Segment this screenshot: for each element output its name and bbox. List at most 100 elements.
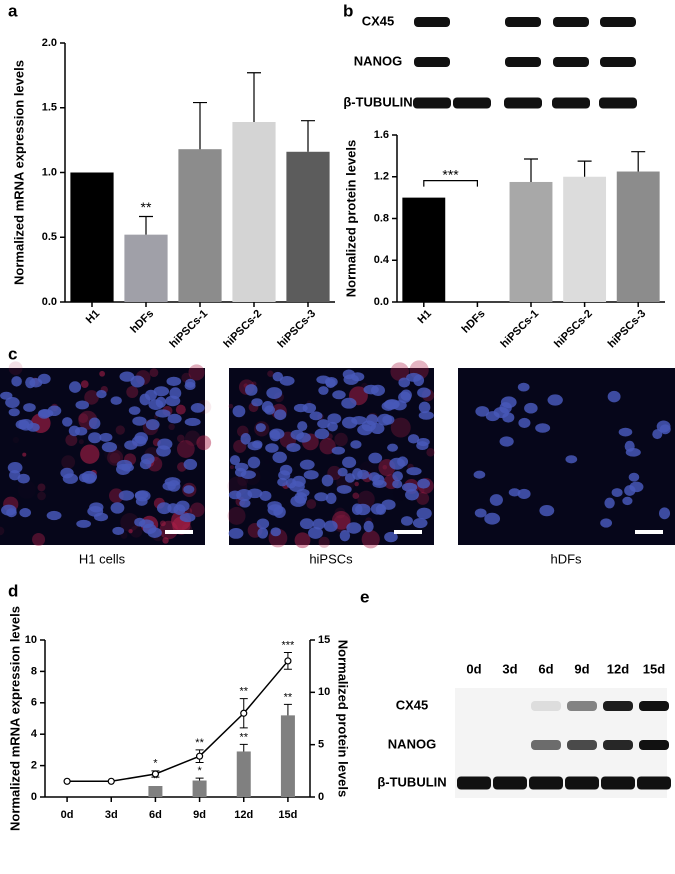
y-tick-label: 10 (25, 634, 37, 646)
nucleus (270, 527, 282, 537)
nucleus (88, 417, 101, 430)
nucleus (489, 494, 503, 506)
annotation: * (153, 758, 158, 770)
nucleus (350, 440, 362, 449)
nucleus (124, 440, 138, 450)
error-bar (239, 743, 248, 752)
stain (83, 422, 87, 426)
blot-band (493, 776, 527, 790)
nucleus (318, 386, 329, 395)
stain (80, 444, 100, 464)
nucleus (46, 510, 62, 521)
x-tick-label: 3d (105, 809, 118, 821)
stain (99, 370, 106, 377)
blot-band (567, 701, 597, 711)
y2-tick-label: 0 (318, 791, 324, 803)
nucleus (327, 413, 342, 424)
x-tick-label: 9d (193, 809, 206, 821)
bar (280, 715, 295, 797)
stain (130, 525, 143, 538)
nucleus (417, 387, 431, 398)
stain (168, 423, 175, 431)
nucleus (652, 429, 663, 440)
blot-band (603, 701, 633, 711)
nucleus (279, 464, 293, 476)
nucleus (317, 419, 330, 429)
stain (109, 452, 121, 464)
nucleus (417, 478, 430, 489)
panel-label: a (8, 1, 18, 20)
nucleus (502, 412, 515, 423)
blot-band (453, 97, 491, 109)
blot-band (529, 776, 563, 790)
stain (12, 436, 20, 444)
nucleus (76, 519, 92, 528)
y2-tick-label: 15 (318, 634, 330, 646)
nucleus (286, 443, 301, 452)
nucleus (624, 485, 636, 496)
nucleus (183, 485, 195, 494)
nucleus (500, 396, 517, 409)
annotation: ** (195, 737, 204, 749)
nucleus (377, 413, 393, 426)
stain (126, 385, 139, 398)
stain (361, 530, 380, 549)
x-tick-label: 6d (149, 809, 162, 821)
nucleus (183, 458, 198, 470)
nucleus (314, 492, 329, 502)
blot-column-label: 3d (502, 661, 517, 676)
nucleus (128, 406, 141, 415)
blot-band (413, 97, 451, 109)
nucleus (499, 436, 514, 447)
nucleus (145, 419, 160, 431)
nucleus (118, 490, 135, 501)
y2-tick-label: 5 (318, 739, 324, 751)
blot-band (553, 17, 589, 27)
stain (294, 532, 311, 549)
stain (354, 481, 359, 487)
stain (18, 481, 36, 499)
nucleus (256, 518, 270, 529)
nucleus (240, 433, 251, 445)
nucleus (368, 452, 383, 464)
nucleus (622, 496, 633, 506)
y-axis-label: Normalized mRNA expression levels (11, 60, 26, 285)
nucleus (277, 477, 288, 487)
stain (390, 362, 410, 381)
nucleus (302, 402, 317, 414)
nucleus (325, 492, 337, 505)
stain (0, 526, 5, 536)
blot-row-label: β-TUBULIN (343, 94, 412, 109)
nucleus (96, 389, 107, 399)
nucleus (272, 371, 283, 382)
blot-band (599, 97, 637, 109)
nucleus (508, 488, 521, 497)
blot-band (603, 740, 633, 750)
bar (286, 151, 330, 302)
stain (184, 430, 201, 446)
blot-band (414, 57, 450, 67)
nucleus (397, 456, 409, 467)
y-tick-label: 4 (31, 728, 38, 740)
bar (616, 171, 660, 302)
nucleus (167, 413, 182, 424)
stain (229, 465, 234, 470)
nucleus (292, 475, 306, 487)
y-tick-label: 1.6 (374, 129, 389, 141)
blot-band (531, 740, 561, 750)
blot-column-label: 15d (643, 661, 665, 676)
error-bar (195, 777, 204, 781)
nucleus (418, 411, 434, 420)
stain (188, 364, 205, 381)
nucleus (418, 401, 431, 414)
nucleus (78, 473, 90, 483)
nucleus (75, 400, 90, 410)
nucleus (244, 384, 258, 396)
bar (402, 197, 446, 302)
nucleus (337, 467, 348, 477)
nucleus (247, 456, 261, 469)
stain (366, 402, 370, 406)
panel-label: d (8, 581, 18, 600)
nucleus (323, 520, 338, 532)
blot-band (505, 57, 541, 67)
